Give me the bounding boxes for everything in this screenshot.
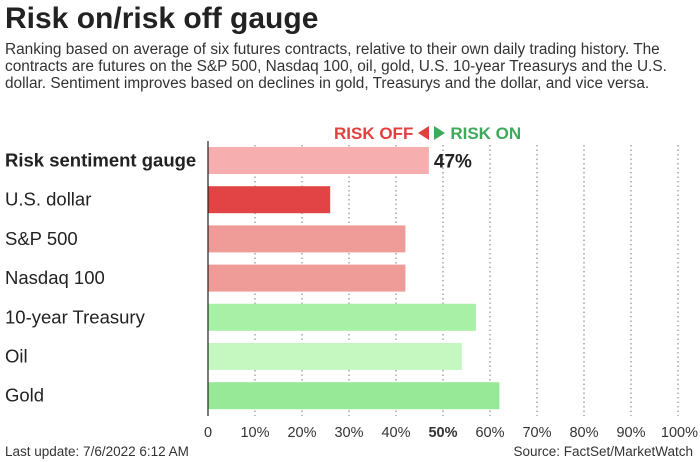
category-label: Risk sentiment gauge: [5, 150, 196, 171]
category-label: 10-year Treasury: [5, 306, 146, 327]
tick-label: 60%: [475, 425, 504, 441]
bar: [208, 225, 406, 253]
last-update: Last update: 7/6/2022 6:12 AM: [5, 444, 189, 459]
category-label: U.S. dollar: [5, 189, 91, 210]
category-label: S&P 500: [5, 228, 78, 249]
category-label: Oil: [5, 346, 28, 367]
tick-label: 80%: [569, 425, 598, 441]
risk-on-label: RISK ON: [450, 124, 522, 143]
risk-legend: RISK OFF RISK ON: [334, 124, 521, 144]
category-label: Nasdaq 100: [5, 267, 105, 288]
tick-label: 50%: [428, 425, 457, 441]
bar: [208, 186, 331, 214]
risk-off-label: RISK OFF: [334, 124, 414, 143]
tick-label: 70%: [522, 425, 551, 441]
tick-label: 100%: [661, 425, 698, 441]
arrow-right-icon: [434, 126, 446, 141]
arrow-left-icon: [418, 126, 430, 141]
tick-label: 90%: [616, 425, 645, 441]
bar: [208, 303, 476, 331]
tick-label: 20%: [287, 425, 316, 441]
bar: [208, 264, 406, 292]
bar: [208, 147, 429, 174]
chart-subtitle: Ranking based on average of six futures …: [5, 41, 667, 93]
data-label: 47%: [434, 152, 472, 173]
chart-title: Risk on/risk off gauge: [5, 2, 319, 35]
bar: [208, 382, 500, 410]
source-note: Source: FactSet/MarketWatch: [513, 444, 693, 459]
tick-label: 10%: [240, 425, 269, 441]
bar: [208, 343, 462, 370]
category-label: Gold: [5, 385, 44, 406]
tick-label: 30%: [334, 425, 363, 441]
tick-label: 0: [204, 425, 212, 441]
tick-label: 40%: [381, 425, 410, 441]
